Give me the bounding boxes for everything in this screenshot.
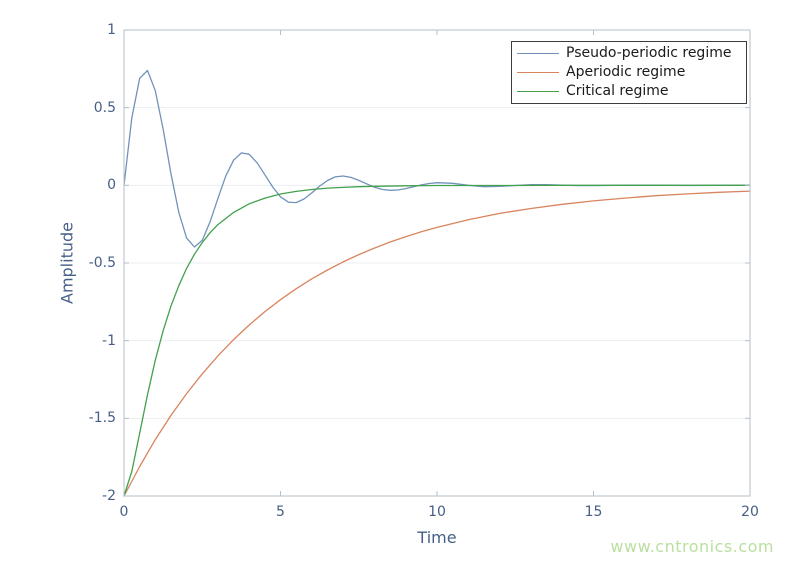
y-tick-label: 0.5 <box>93 99 116 116</box>
legend-label: Pseudo-periodic regime <box>566 45 732 61</box>
y-tick-label: 1 <box>107 22 116 38</box>
series-curve-1 <box>123 190 751 497</box>
y-tick-label: -0.5 <box>88 255 116 271</box>
legend-item-1: Aperiodic regime <box>512 63 746 82</box>
x-tick-label: 15 <box>584 504 603 520</box>
y-tick-label: -1.5 <box>88 410 116 427</box>
x-tick-label: 10 <box>428 504 446 520</box>
watermark: www.cntronics.com <box>610 537 774 556</box>
x-axis-label: Time <box>417 528 457 547</box>
gridlines <box>124 107 750 419</box>
y-axis-label: Amplitude <box>57 222 77 304</box>
legend-line-sample <box>517 91 559 92</box>
legend-item-0: Pseudo-periodic regime <box>512 44 746 63</box>
x-tick-label: 0 <box>119 504 129 520</box>
legend-item-2: Critical regime <box>512 82 746 101</box>
x-tick-label: 20 <box>741 504 759 520</box>
y-tick-label: -2 <box>102 488 116 504</box>
y-tick-label: -1 <box>102 332 116 349</box>
legend: Pseudo-periodic regime Aperiodic regime Cr… <box>511 41 747 104</box>
legend-line-sample <box>517 72 559 73</box>
series-curve-2 <box>123 184 751 497</box>
legend-label: Critical regime <box>566 83 669 99</box>
legend-line-sample <box>517 53 559 54</box>
curves <box>123 69 751 497</box>
tick-marks <box>123 29 751 497</box>
y-tick-label: 0 <box>107 177 116 194</box>
x-tick-label: 5 <box>276 504 285 520</box>
legend-label: Aperiodic regime <box>566 64 686 80</box>
